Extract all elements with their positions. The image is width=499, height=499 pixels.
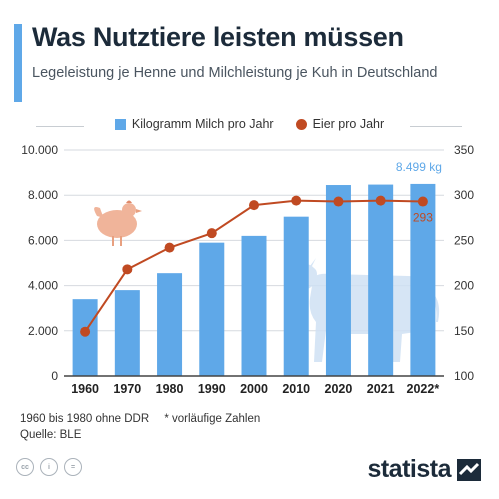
legend-label-bars: Kilogramm Milch pro Jahr <box>131 117 274 131</box>
y-right-tick-label: 250 <box>454 233 474 247</box>
line-last-value-label: 293 <box>413 211 433 225</box>
x-tick-label: 1960 <box>71 382 99 396</box>
brand-name: statista <box>367 455 451 483</box>
eggs-point <box>417 196 428 207</box>
y-right-tick-label: 150 <box>454 324 474 338</box>
eggs-point <box>291 195 302 206</box>
bar <box>199 242 225 376</box>
chart-legend: Kilogramm Milch pro Jahr Eier pro Jahr <box>0 117 499 131</box>
x-tick-label: 1990 <box>198 382 226 396</box>
x-tick-label: 1980 <box>156 382 184 396</box>
x-tick-label: 2022* <box>407 382 440 396</box>
y-left-tick-label: 2.000 <box>28 324 58 338</box>
eggs-point <box>164 242 175 253</box>
x-tick-label: 1970 <box>113 382 141 396</box>
brand-logo[interactable]: statista <box>367 455 481 484</box>
eggs-point <box>80 326 91 337</box>
page-subtitle: Legeleistung je Henne und Milchleistung … <box>32 65 438 81</box>
x-tick-label: 2021 <box>367 382 395 396</box>
legend-item-line: Eier pro Jahr <box>295 117 385 131</box>
eggs-point <box>206 228 217 239</box>
legend-rule-right <box>410 126 462 127</box>
footnote-note-preliminary: * vorläufige Zahlen <box>164 413 261 425</box>
y-right-tick-label: 300 <box>454 188 474 202</box>
y-right-tick-label: 350 <box>454 143 474 157</box>
y-right-tick-label: 200 <box>454 279 474 293</box>
footnote-source: Quelle: BLE <box>20 429 82 441</box>
eggs-point <box>375 195 386 206</box>
bar <box>283 216 309 376</box>
equals-icon[interactable]: = <box>64 458 82 476</box>
bar <box>241 235 267 376</box>
legend-label-line: Eier pro Jahr <box>312 117 385 131</box>
person-icon[interactable]: i <box>40 458 58 476</box>
y-left-tick-label: 6.000 <box>28 233 58 247</box>
bar <box>72 299 98 376</box>
eggs-point <box>122 264 133 275</box>
eggs-point <box>249 200 259 211</box>
y-left-tick-label: 4.000 <box>28 279 58 293</box>
title-accent-bar <box>14 24 22 102</box>
footnote-note-ddr: 1960 bis 1980 ohne DDR <box>20 413 150 425</box>
bar <box>114 290 140 376</box>
bar <box>157 273 183 376</box>
y-right-tick-label: 100 <box>454 369 474 383</box>
page-title: Was Nutztiere leisten müssen <box>32 22 404 52</box>
cc-icon[interactable]: cc <box>16 458 34 476</box>
eggs-point <box>333 196 344 207</box>
bar <box>368 184 394 376</box>
x-tick-label: 2000 <box>240 382 268 396</box>
y-left-tick-label: 8.000 <box>28 188 58 202</box>
y-left-tick-label: 10.000 <box>21 143 58 157</box>
legend-swatch-line <box>295 118 307 130</box>
chicken-icon <box>94 200 142 246</box>
statista-mark-icon <box>457 458 481 481</box>
license-icons: cc i = <box>16 458 82 476</box>
footnote: 1960 bis 1980 ohne DDR * vorläufige Zahl… <box>20 411 260 443</box>
bar <box>325 185 351 376</box>
bar-last-value-label: 8.499 kg <box>396 160 442 174</box>
legend-swatch-bars <box>114 118 126 130</box>
legend-rule-left <box>36 126 84 127</box>
x-tick-label: 2010 <box>282 382 310 396</box>
y-left-tick-label: 0 <box>51 369 58 383</box>
x-tick-label: 2020 <box>325 382 353 396</box>
legend-item-bars: Kilogramm Milch pro Jahr <box>114 117 274 131</box>
bar <box>410 183 436 376</box>
